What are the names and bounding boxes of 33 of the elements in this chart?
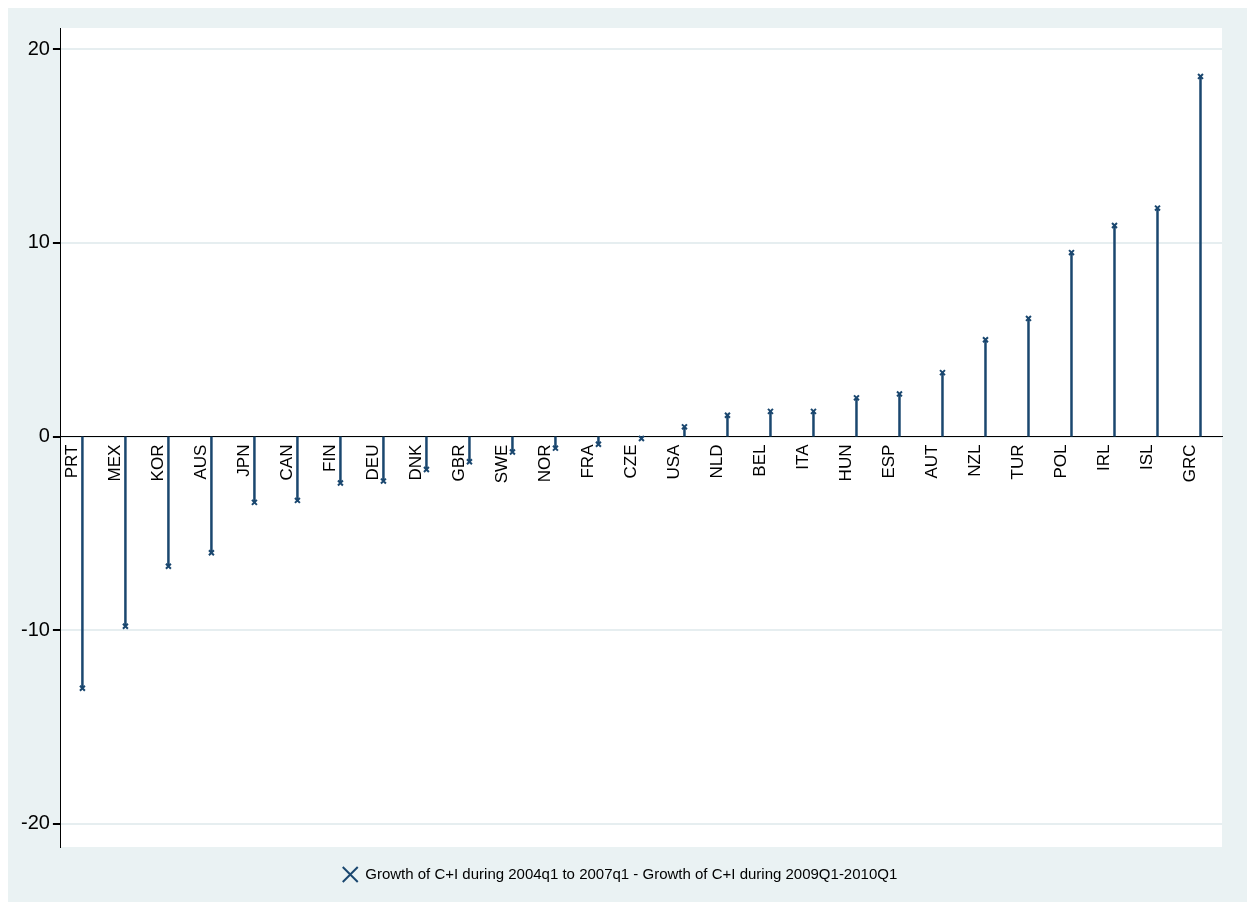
x-tick-label: PRT xyxy=(62,444,82,479)
x-tick-label: FIN xyxy=(320,444,340,472)
y-tick-label: 20 xyxy=(27,36,50,59)
x-tick-label: AUS xyxy=(191,444,211,480)
x-tick-label: HUN xyxy=(836,444,856,482)
x-tick-label: DNK xyxy=(406,443,426,481)
x-tick-label: IRL xyxy=(1094,444,1114,471)
x-tick-label: DEU xyxy=(363,444,383,481)
x-tick-label: SWE xyxy=(492,444,512,484)
x-tick-label: TUR xyxy=(1008,444,1028,480)
y-tick-label: -20 xyxy=(21,811,50,834)
x-tick-label: ITA xyxy=(793,443,813,470)
x-tick-label: NZL xyxy=(965,444,985,477)
x-tick-label: USA xyxy=(664,443,684,480)
x-tick-label: POL xyxy=(1051,444,1071,479)
x-tick-label: KOR xyxy=(148,444,168,482)
x-tick-label: FRA xyxy=(578,443,598,479)
x-tick-label: NLD xyxy=(707,444,727,479)
x-tick-label: GRC xyxy=(1180,444,1200,483)
legend-label: Growth of C+I during 2004q1 to 2007q1 - Growth of C+I during 2009Q1-2010Q1 xyxy=(365,864,898,882)
x-tick-label: JPN xyxy=(234,444,254,477)
y-tick-label: -10 xyxy=(21,617,50,640)
x-tick-label: GBR xyxy=(449,444,469,482)
y-tick-label: 0 xyxy=(38,424,50,447)
x-tick-label: CAN xyxy=(277,444,297,481)
y-tick-label: 10 xyxy=(27,230,50,253)
x-tick-label: CZE xyxy=(621,444,641,479)
x-tick-label: NOR xyxy=(535,444,555,483)
x-tick-label: ISL xyxy=(1137,444,1157,471)
x-tick-label: AUT xyxy=(922,444,942,479)
x-tick-label: MEX xyxy=(105,444,125,482)
x-tick-label: ESP xyxy=(879,444,899,479)
x-tick-label: BEL xyxy=(750,444,770,477)
